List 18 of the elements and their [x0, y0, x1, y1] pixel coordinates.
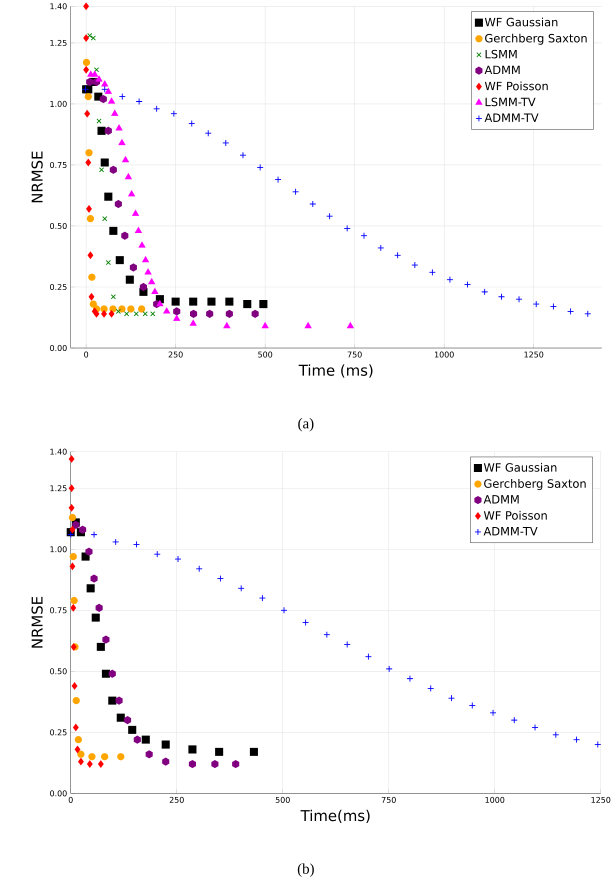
- legend-label: WF Poisson: [484, 510, 547, 520]
- legend-label: WF Gaussian: [484, 462, 556, 472]
- legend-label: WF Gaussian: [484, 18, 558, 26]
- legend-label: WF Poisson: [484, 81, 548, 90]
- legend-label: ADMM: [484, 495, 519, 504]
- legend-label: ADMM-TV: [484, 114, 538, 122]
- legend-label: ADMM: [484, 66, 520, 74]
- legend-label: Gerchberg Saxton: [484, 479, 586, 490]
- y-axis-title: NRMSE: [31, 596, 43, 648]
- y-axis-title: NRMSE: [31, 152, 43, 202]
- legend-label: LSMM-TV: [486, 98, 536, 106]
- x-axis-title: Time (ms): [298, 364, 372, 378]
- legend-label: Gerchberg Saxton: [485, 34, 587, 45]
- legend-label: ADMM-TV: [484, 527, 538, 536]
- text: (b): [298, 863, 314, 877]
- legend-label: LSMM: [486, 50, 517, 58]
- x-axis-title: Time(ms): [300, 810, 370, 823]
- text: (a): [298, 418, 314, 432]
